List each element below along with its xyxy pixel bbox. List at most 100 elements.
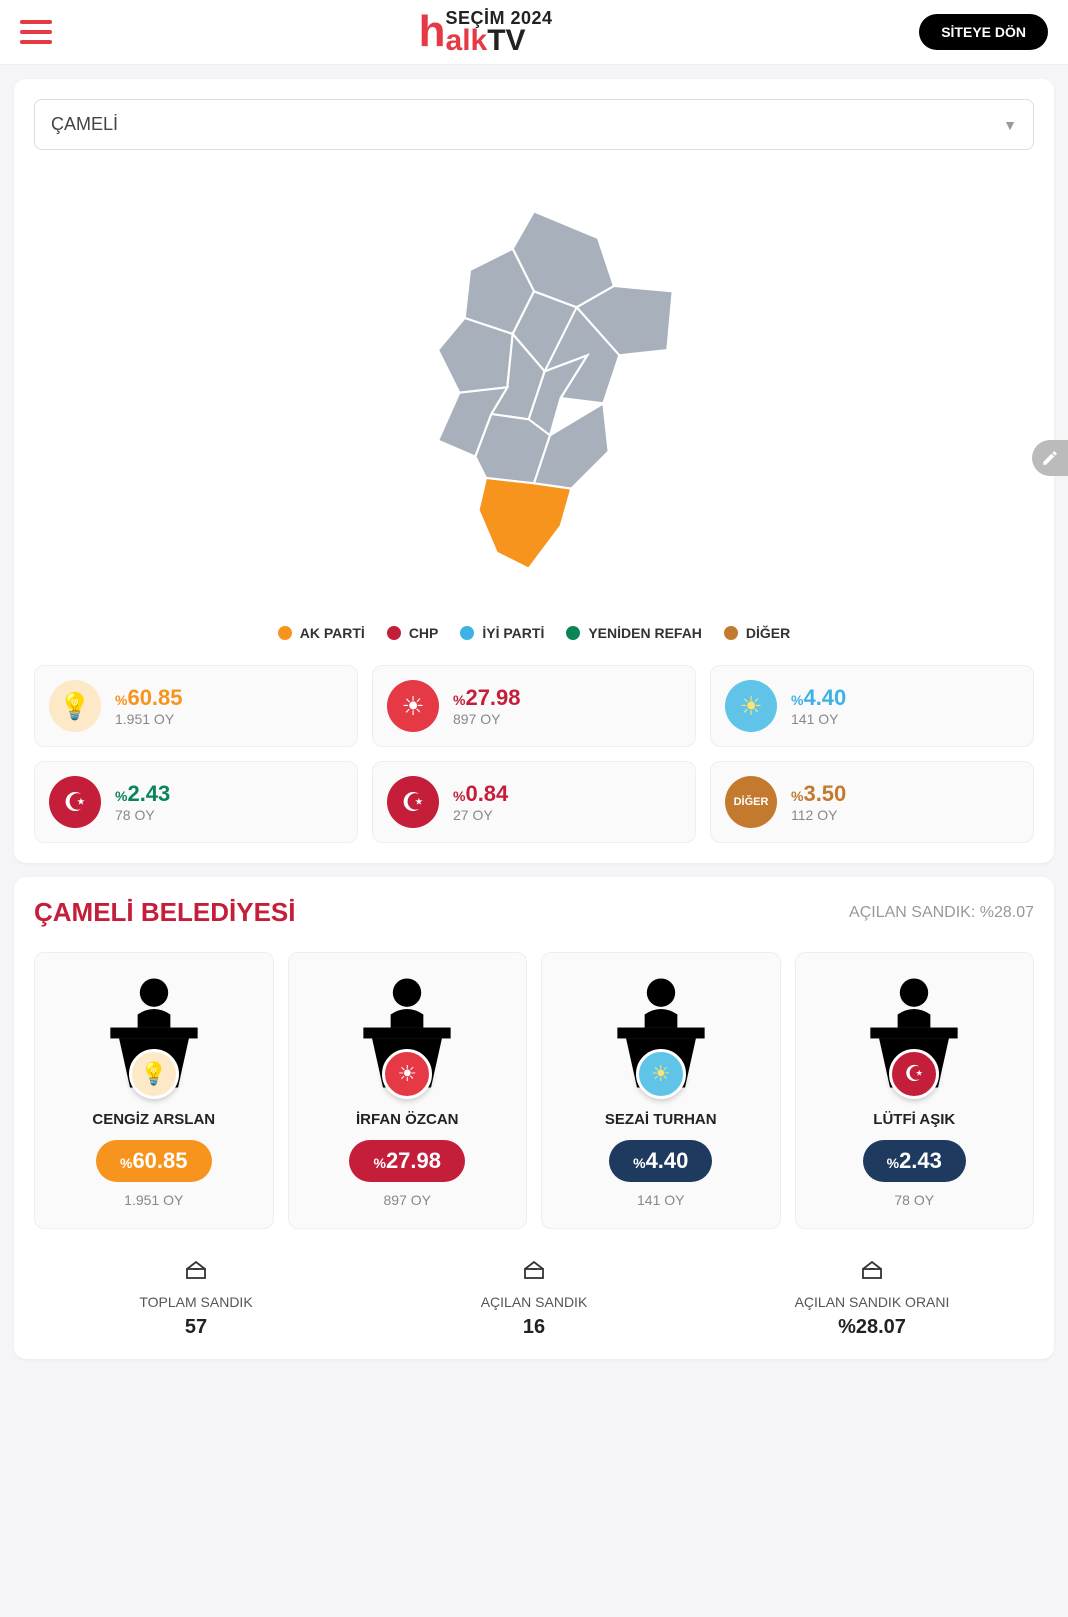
stat-item: AÇILAN SANDIK ORANI %28.07 bbox=[710, 1259, 1034, 1339]
stat-value: %28.07 bbox=[838, 1316, 906, 1339]
candidate-percentage-pill: %60.85 bbox=[96, 1140, 212, 1182]
dropdown-selected: ÇAMELİ bbox=[51, 114, 118, 135]
party-info: %27.98 897 OY bbox=[453, 685, 521, 727]
legend-label: DİĞER bbox=[746, 625, 790, 641]
party-info: %3.50 112 OY bbox=[791, 781, 846, 823]
candidate-votes: 141 OY bbox=[554, 1192, 768, 1208]
candidate-votes: 78 OY bbox=[808, 1192, 1022, 1208]
legend-label: AK PARTİ bbox=[300, 625, 365, 641]
candidate-card: ☪ LÜTFİ AŞIK %2.43 78 OY bbox=[795, 952, 1035, 1229]
candidates-grid: 💡 CENGİZ ARSLAN %60.85 1.951 OY ☀ İRFAN … bbox=[34, 952, 1034, 1229]
stat-item: TOPLAM SANDIK 57 bbox=[34, 1259, 358, 1339]
candidate-card: ☀ SEZAİ TURHAN %4.40 141 OY bbox=[541, 952, 781, 1229]
district-map bbox=[34, 170, 1034, 625]
party-votes: 78 OY bbox=[115, 807, 170, 823]
candidate-name: SEZAİ TURHAN bbox=[554, 1111, 768, 1128]
party-info: %60.85 1.951 OY bbox=[115, 685, 183, 727]
candidate-percentage-pill: %4.40 bbox=[609, 1140, 712, 1182]
municipality-title: ÇAMELİ BELEDİYESİ bbox=[34, 897, 295, 928]
party-card: ☀ %27.98 897 OY bbox=[372, 665, 696, 747]
stat-label: TOPLAM SANDIK bbox=[139, 1294, 252, 1310]
pencil-icon bbox=[1041, 449, 1059, 467]
party-results-grid: 💡 %60.85 1.951 OY ☀ %27.98 897 OY ☀ %4.4… bbox=[34, 665, 1034, 843]
party-card: ☪ %0.84 27 OY bbox=[372, 761, 696, 843]
candidate-percentage-pill: %27.98 bbox=[349, 1140, 465, 1182]
legend-label: İYİ PARTİ bbox=[482, 625, 544, 641]
candidate-party-badge: ☀ bbox=[382, 1049, 432, 1099]
legend-label: CHP bbox=[409, 625, 439, 641]
district-dropdown[interactable]: ÇAMELİ ▼ bbox=[34, 99, 1034, 150]
party-percentage: %60.85 bbox=[115, 685, 183, 711]
map-svg bbox=[374, 190, 694, 595]
legend-dot bbox=[724, 626, 738, 640]
party-info: %2.43 78 OY bbox=[115, 781, 170, 823]
party-icon: 💡 bbox=[49, 680, 101, 732]
legend-item: YENİDEN REFAH bbox=[566, 625, 702, 641]
legend-item: AK PARTİ bbox=[278, 625, 365, 641]
candidate-podium-icon: ☪ bbox=[859, 973, 969, 1093]
party-icon: DİĞER bbox=[725, 776, 777, 828]
header: h SEÇİM 2024 alkTV SİTEYE DÖN bbox=[0, 0, 1068, 65]
party-percentage: %3.50 bbox=[791, 781, 846, 807]
municipality-card: ÇAMELİ BELEDİYESİ AÇILAN SANDIK: %28.07 … bbox=[14, 877, 1054, 1359]
map-card: ÇAMELİ ▼ AK PARTİ CHP İYİ PARTİ YENİDEN REF… bbox=[14, 79, 1054, 863]
ballot-box-icon bbox=[521, 1259, 547, 1288]
ballot-stats: TOPLAM SANDIK 57 AÇILAN SANDIK 16 AÇILAN… bbox=[34, 1259, 1034, 1339]
party-votes: 897 OY bbox=[453, 711, 521, 727]
legend-label: YENİDEN REFAH bbox=[588, 625, 702, 641]
party-votes: 1.951 OY bbox=[115, 711, 183, 727]
logo-h: h bbox=[419, 10, 446, 54]
party-card: ☪ %2.43 78 OY bbox=[34, 761, 358, 843]
candidate-party-badge: ☀ bbox=[636, 1049, 686, 1099]
municipality-header: ÇAMELİ BELEDİYESİ AÇILAN SANDIK: %28.07 bbox=[34, 897, 1034, 928]
legend-item: DİĞER bbox=[724, 625, 790, 641]
party-card: DİĞER %3.50 112 OY bbox=[710, 761, 1034, 843]
party-icon: ☀ bbox=[725, 680, 777, 732]
stat-label: AÇILAN SANDIK ORANI bbox=[795, 1294, 950, 1310]
stat-value: 16 bbox=[523, 1316, 545, 1339]
party-percentage: %27.98 bbox=[453, 685, 521, 711]
candidate-name: CENGİZ ARSLAN bbox=[47, 1111, 261, 1128]
party-votes: 27 OY bbox=[453, 807, 508, 823]
candidate-party-badge: 💡 bbox=[129, 1049, 179, 1099]
legend-item: İYİ PARTİ bbox=[460, 625, 544, 641]
party-percentage: %2.43 bbox=[115, 781, 170, 807]
stat-value: 57 bbox=[185, 1316, 207, 1339]
party-votes: 112 OY bbox=[791, 807, 846, 823]
opened-ballot-label: AÇILAN SANDIK: %28.07 bbox=[849, 904, 1034, 922]
party-votes: 141 OY bbox=[791, 711, 846, 727]
candidate-party-badge: ☪ bbox=[889, 1049, 939, 1099]
logo: h SEÇİM 2024 alkTV bbox=[419, 10, 553, 54]
legend-item: CHP bbox=[387, 625, 439, 641]
ballot-box-icon bbox=[859, 1259, 885, 1288]
map-legend: AK PARTİ CHP İYİ PARTİ YENİDEN REFAH DİĞER bbox=[34, 625, 1034, 641]
candidate-podium-icon: ☀ bbox=[352, 973, 462, 1093]
party-info: %4.40 141 OY bbox=[791, 685, 846, 727]
site-return-button[interactable]: SİTEYE DÖN bbox=[919, 14, 1048, 50]
menu-hamburger-icon[interactable] bbox=[20, 20, 52, 44]
party-card: 💡 %60.85 1.951 OY bbox=[34, 665, 358, 747]
candidate-name: İRFAN ÖZCAN bbox=[301, 1111, 515, 1128]
candidate-podium-icon: 💡 bbox=[99, 973, 209, 1093]
candidate-card: ☀ İRFAN ÖZCAN %27.98 897 OY bbox=[288, 952, 528, 1229]
edit-fab-button[interactable] bbox=[1032, 440, 1068, 476]
party-icon: ☪ bbox=[49, 776, 101, 828]
party-percentage: %4.40 bbox=[791, 685, 846, 711]
candidate-name: LÜTFİ AŞIK bbox=[808, 1111, 1022, 1128]
party-icon: ☪ bbox=[387, 776, 439, 828]
stat-item: AÇILAN SANDIK 16 bbox=[372, 1259, 696, 1339]
legend-dot bbox=[278, 626, 292, 640]
chevron-down-icon: ▼ bbox=[1003, 117, 1017, 133]
party-info: %0.84 27 OY bbox=[453, 781, 508, 823]
candidate-votes: 897 OY bbox=[301, 1192, 515, 1208]
party-percentage: %0.84 bbox=[453, 781, 508, 807]
legend-dot bbox=[387, 626, 401, 640]
candidate-card: 💡 CENGİZ ARSLAN %60.85 1.951 OY bbox=[34, 952, 274, 1229]
candidate-percentage-pill: %2.43 bbox=[863, 1140, 966, 1182]
party-card: ☀ %4.40 141 OY bbox=[710, 665, 1034, 747]
stat-label: AÇILAN SANDIK bbox=[481, 1294, 588, 1310]
candidate-podium-icon: ☀ bbox=[606, 973, 716, 1093]
party-icon: ☀ bbox=[387, 680, 439, 732]
legend-dot bbox=[566, 626, 580, 640]
candidate-votes: 1.951 OY bbox=[47, 1192, 261, 1208]
